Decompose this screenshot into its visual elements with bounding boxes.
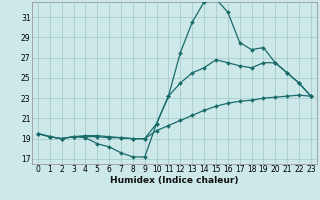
X-axis label: Humidex (Indice chaleur): Humidex (Indice chaleur) bbox=[110, 176, 239, 185]
